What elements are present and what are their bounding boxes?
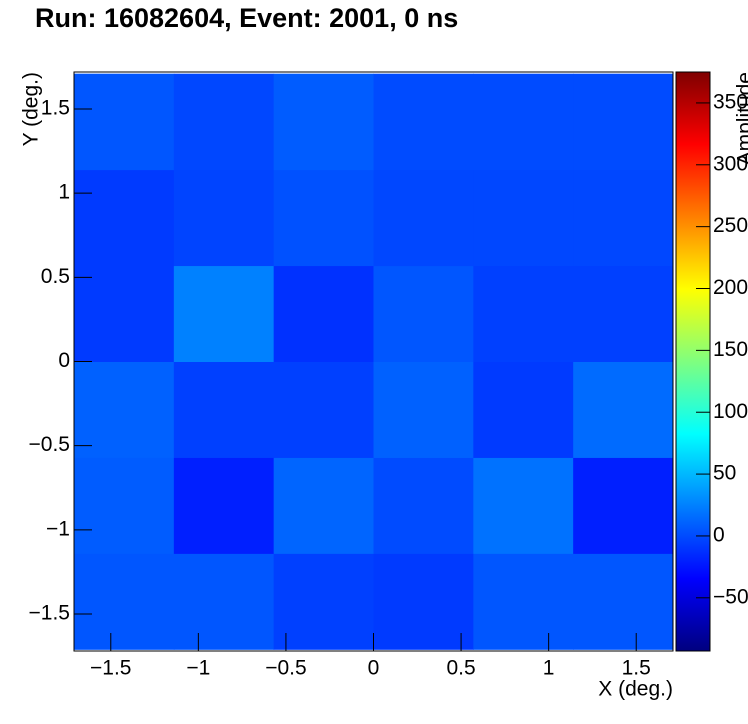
heatmap-cell: [573, 169, 674, 267]
heatmap-cell: [473, 553, 574, 650]
heatmap-cell: [573, 457, 674, 554]
heatmap-cell: [173, 265, 275, 362]
z-tick-label: −50: [713, 585, 748, 608]
y-tick-label: 1: [58, 181, 70, 204]
y-tick-label: −1.5: [29, 602, 70, 625]
heatmap-cell: [473, 265, 574, 362]
y-tick-label: 1.5: [41, 97, 70, 120]
heatmap-cell: [74, 169, 175, 267]
heatmap-cell: [473, 73, 574, 171]
heatmap-cell: [273, 73, 374, 171]
heatmap-cell: [373, 265, 474, 362]
x-tick-label: −0.5: [265, 657, 306, 680]
z-tick-label: 200: [713, 276, 748, 299]
heatmap-cell: [473, 169, 574, 267]
heatmap-cell: [373, 169, 474, 267]
heatmap-cell: [273, 361, 374, 458]
heatmap-cell: [373, 73, 474, 171]
heatmap-cell: [74, 553, 175, 650]
heatmap-cell: [173, 457, 275, 554]
x-tick-label: −1: [186, 657, 210, 680]
chart-title: Run: 16082604, Event: 2001, 0 ns: [35, 3, 458, 33]
z-tick-label: 100: [713, 400, 748, 423]
x-tick-label: 0.5: [446, 657, 475, 680]
heatmap-cell: [573, 361, 674, 458]
heatmap-cell: [273, 169, 374, 267]
z-tick-label: 250: [713, 214, 748, 237]
heatmap-cell: [74, 265, 175, 362]
heatmap-cell: [473, 457, 574, 554]
z-tick-label: 300: [713, 152, 748, 175]
heatmap-cell: [74, 361, 175, 458]
x-tick-label: 0: [368, 657, 380, 680]
x-axis-label: X (deg.): [598, 678, 673, 701]
heatmap-cell: [573, 265, 674, 362]
heatmap-cell: [173, 73, 275, 171]
x-tick-label: −1.5: [90, 657, 131, 680]
heatmap-cell: [173, 169, 275, 267]
y-axis-label: Y (deg.): [20, 72, 43, 146]
heatmap-cell: [74, 457, 175, 554]
color-bar: [675, 71, 711, 652]
y-tick-label: 0: [58, 349, 70, 372]
heatmap-cell: [173, 553, 275, 650]
y-tick-label: −0.5: [29, 433, 70, 456]
x-tick-label: 1.5: [622, 657, 651, 680]
heatmap-cell: [74, 73, 175, 171]
heatmap-cell: [173, 361, 275, 458]
heatmap-cell: [273, 457, 374, 554]
z-axis-label: Amplitude: [734, 72, 748, 165]
heatmap-cell: [373, 553, 474, 650]
heatmap-cell: [273, 553, 374, 650]
y-tick-label: 0.5: [41, 265, 70, 288]
heatmap-cell: [473, 361, 574, 458]
z-tick-label: 350: [713, 90, 748, 113]
z-tick-label: 50: [713, 462, 736, 485]
y-tick-label: −1: [46, 517, 70, 540]
heatmap-cell: [573, 553, 674, 650]
heatmap-cell: [373, 457, 474, 554]
heatmap-cell: [573, 73, 674, 171]
z-tick-label: 0: [713, 523, 725, 546]
x-tick-label: 1: [543, 657, 555, 680]
z-tick-label: 150: [713, 338, 748, 361]
heatmap-cell: [373, 361, 474, 458]
heatmap-cell: [273, 265, 374, 362]
